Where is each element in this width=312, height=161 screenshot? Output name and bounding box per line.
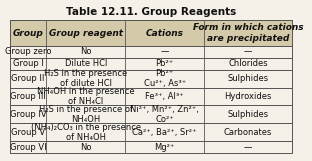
Bar xyxy=(10,105,292,123)
Text: Form in which cations
are precipitated: Form in which cations are precipitated xyxy=(193,23,303,43)
Text: Group V: Group V xyxy=(11,128,45,137)
Text: Group I: Group I xyxy=(12,59,43,68)
Text: —: — xyxy=(244,143,252,152)
Text: Cations: Cations xyxy=(146,28,184,38)
Text: Chlorides: Chlorides xyxy=(228,59,268,68)
Text: Group VI: Group VI xyxy=(10,143,46,152)
Text: Table 12.11. Group Reagents: Table 12.11. Group Reagents xyxy=(66,7,236,17)
Text: Fe³⁺, Al³⁺: Fe³⁺, Al³⁺ xyxy=(145,92,184,101)
Text: Dilute HCl: Dilute HCl xyxy=(65,59,107,68)
Bar xyxy=(10,88,292,105)
Text: Group reagent: Group reagent xyxy=(49,28,123,38)
Text: Group IV: Group IV xyxy=(10,110,46,119)
Text: Mg²⁺: Mg²⁺ xyxy=(154,143,175,152)
Text: Sulphides: Sulphides xyxy=(227,74,268,83)
Bar xyxy=(10,123,292,141)
Text: Group zero: Group zero xyxy=(5,47,51,56)
Text: Sulphides: Sulphides xyxy=(227,110,268,119)
Text: Carbonates: Carbonates xyxy=(224,128,272,137)
Text: Group: Group xyxy=(12,28,43,38)
Bar xyxy=(10,58,292,70)
Text: Hydroxides: Hydroxides xyxy=(224,92,271,101)
Text: No: No xyxy=(80,47,91,56)
Text: Group II: Group II xyxy=(11,74,45,83)
Text: —: — xyxy=(161,47,169,56)
Text: H₂S in the presence
of dilute HCl: H₂S in the presence of dilute HCl xyxy=(44,69,127,88)
Bar xyxy=(10,70,292,88)
Bar xyxy=(10,141,292,153)
Text: Pb²⁺: Pb²⁺ xyxy=(156,59,174,68)
Text: Ni²⁺, Mn²⁺, Zn²⁺,
Co²⁺: Ni²⁺, Mn²⁺, Zn²⁺, Co²⁺ xyxy=(130,105,199,124)
Text: (NH₄)₂CO₃ in the presence
of NH₄OH: (NH₄)₂CO₃ in the presence of NH₄OH xyxy=(31,123,141,142)
Text: Ca²⁺, Ba²⁺, Sr²⁺: Ca²⁺, Ba²⁺, Sr²⁺ xyxy=(133,128,197,137)
Text: NH₄OH in the presence
of NH₄Cl: NH₄OH in the presence of NH₄Cl xyxy=(37,87,134,106)
Text: No: No xyxy=(80,143,91,152)
Text: Pb²⁺
Cu²⁺, As³⁺: Pb²⁺ Cu²⁺, As³⁺ xyxy=(144,69,186,88)
Bar xyxy=(10,46,292,58)
Text: —: — xyxy=(244,47,252,56)
Text: Group III: Group III xyxy=(10,92,46,101)
Bar xyxy=(10,20,292,46)
Text: H₂S in the presence of
NH₄OH: H₂S in the presence of NH₄OH xyxy=(39,105,133,124)
